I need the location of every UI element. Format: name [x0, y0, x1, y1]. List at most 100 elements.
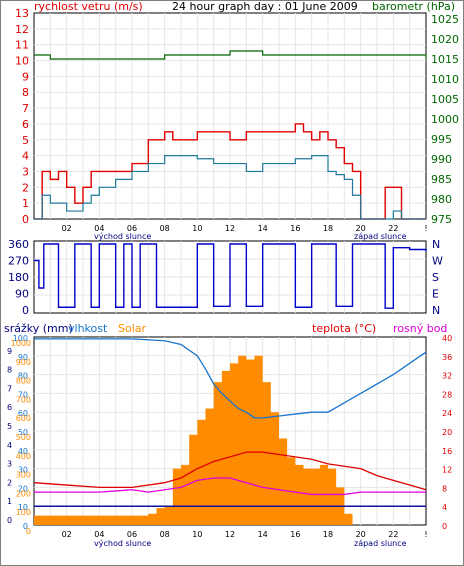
dir-compass-label: N	[432, 304, 440, 317]
temp-tick-label: 8	[442, 484, 447, 493]
dir-degree-label: 270	[8, 255, 29, 268]
x-tick-label: 12	[225, 224, 235, 233]
x-tick-label: 22	[388, 530, 398, 539]
dir-degree-ticks: 0 90 180 270 360	[8, 238, 29, 317]
temperature-line	[33, 451, 427, 491]
solar-tick-label: 800	[16, 377, 31, 386]
solar-tick-label: 500	[16, 433, 31, 442]
x-tick-label: 06	[127, 530, 137, 539]
humidity-tick-label: 90	[18, 353, 28, 362]
wind-tick-label: 4	[22, 150, 29, 163]
x-tick-label: 04	[94, 530, 104, 539]
dewpoint-line	[34, 477, 426, 496]
dir-compass-label: E	[432, 288, 439, 301]
humidity-tick-label: 80	[18, 372, 28, 381]
solar-tick-label: 600	[16, 414, 31, 423]
solar-tick-label: 0	[26, 527, 31, 536]
humidity-line	[34, 338, 427, 419]
temp-tick-label: 12	[442, 466, 452, 475]
top-series	[34, 50, 427, 220]
humidity-tick-label: 60	[18, 409, 28, 418]
baro-tick-label: 1010	[431, 73, 459, 86]
dir-compass-label: S	[432, 271, 439, 284]
temp-axis-label: teplota (°C)	[312, 322, 376, 335]
rain-tick-label: 9	[7, 347, 12, 356]
humidity-tick-label: 40	[18, 447, 28, 456]
x-tick-label: 10	[192, 224, 202, 233]
solar-tick-label: 900	[16, 358, 31, 367]
temp-tick-label: 16	[442, 447, 452, 456]
x-tick-label: 14	[258, 530, 268, 539]
humidity-tick-label: 70	[18, 390, 28, 399]
x-tick-label: 10	[192, 530, 202, 539]
solar-tick-label: 700	[16, 395, 31, 404]
temp-tick-label: 24	[442, 409, 452, 418]
wind-baro-panel: rychlost vetru (m/s) 24 hour graph day :…	[15, 0, 459, 241]
rain-tick-label: 6	[7, 403, 12, 412]
dir-degree-label: 90	[15, 288, 29, 301]
humidity-tick-label: 20	[18, 484, 28, 493]
wind-tick-label: 10	[15, 55, 29, 68]
wind-gust-line	[34, 123, 426, 220]
temp-tick-label: 0	[442, 522, 447, 531]
bottom-series	[33, 338, 427, 525]
wind-tick-label: 7	[22, 102, 29, 115]
rain-tick-label: 7	[7, 384, 12, 393]
temp-tick-label: 36	[442, 353, 452, 362]
temp-tick-label: 28	[442, 390, 452, 399]
rain-tick-label: 3	[7, 460, 12, 469]
solar-tick-label: 100	[16, 508, 31, 517]
rain-tick-label: 1	[7, 497, 12, 506]
dir-degree-label: 360	[8, 238, 29, 251]
baro-tick-label: 1015	[431, 53, 459, 66]
wind-tick-label: 3	[22, 165, 29, 178]
dir-compass-label: N	[432, 238, 440, 251]
wind-tick-label: 8	[22, 86, 29, 99]
humidity-axis-label: vlhkost	[68, 322, 108, 335]
sunset-label-top: západ slunce	[354, 232, 407, 241]
x-tick-label: 08	[160, 224, 170, 233]
wind-tick-label: 13	[15, 7, 29, 20]
baro-ticks: 975 980 985 990 995 1000 1005 1010 1015 1020 1025	[431, 13, 459, 226]
x-tick-label: 18	[323, 530, 333, 539]
x-tick-label: 20	[356, 224, 366, 233]
temp-ticks: 0 4 8 12 16 20 24 28 32 36 40	[442, 334, 452, 531]
humidity-tick-label: 30	[18, 466, 28, 475]
solar-tick-label: 200	[16, 489, 31, 498]
x-tick-label: 12	[225, 530, 235, 539]
dir-degree-label: 0	[22, 304, 29, 317]
dew-axis-label: rosný bod	[393, 322, 447, 335]
wind-tick-label: 5	[22, 134, 29, 147]
x-tick-label: 20	[356, 530, 366, 539]
temp-tick-label: 4	[442, 503, 447, 512]
solar-area	[34, 355, 426, 525]
solar-tick-label: 1000	[11, 339, 31, 348]
temp-tick-label: 20	[442, 428, 452, 437]
rain-tick-label: 0	[7, 516, 12, 525]
rain-tick-label: 8	[7, 366, 12, 375]
wind-tick-label: 6	[22, 118, 29, 131]
solar-axis-label: Solar	[118, 322, 147, 335]
humidity-ticks: 0 10 20 30 40 50 60 70 80 90 100	[13, 334, 28, 531]
rain-ticks: 0 1 2 3 4 5 6 7 8 9	[7, 347, 12, 525]
x-tick-label: 08	[160, 530, 170, 539]
temp-tick-label: 32	[442, 372, 452, 381]
x-tick-label: 16	[290, 224, 300, 233]
x-tick-label: 18	[323, 224, 333, 233]
sunrise-label-top: východ slunce	[94, 232, 151, 241]
baro-tick-label: 990	[431, 153, 452, 166]
baro-axis-label: barometr (hPa)	[372, 0, 455, 13]
wind-tick-label: 0	[22, 213, 29, 226]
x-tick-label: 22	[388, 224, 398, 233]
x-tick-label: 02	[62, 530, 72, 539]
humidity-tick-label: 10	[18, 503, 28, 512]
sunrise-label-bottom: východ slunce	[94, 539, 151, 548]
baro-tick-label: 980	[431, 193, 452, 206]
x-tick-label: !	[424, 224, 427, 233]
wind-tick-label: 1	[22, 197, 29, 210]
wind-axis-label: rychlost vetru (m/s)	[34, 0, 143, 13]
wind-tick-label: 11	[15, 39, 29, 52]
